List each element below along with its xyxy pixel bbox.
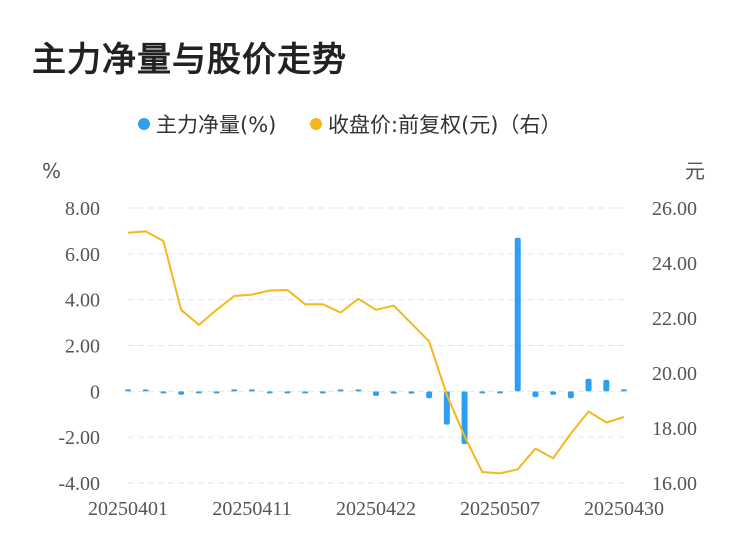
left-tick-label: 4.00 <box>65 290 100 312</box>
net-volume-bar <box>497 391 503 394</box>
legend-marker-close-price <box>310 118 322 130</box>
net-volume-bar <box>319 391 326 394</box>
net-volume-bar <box>178 391 185 395</box>
close-price-line-group <box>127 230 625 475</box>
right-tick-label: 24.00 <box>652 253 697 275</box>
right-axis-ticks: 26.00 24.00 22.00 20.00 18.00 16.00 <box>652 198 697 495</box>
net-volume-bar <box>426 391 433 399</box>
net-volume-bar <box>621 389 627 392</box>
net-volume-bar <box>125 389 131 392</box>
left-tick-label: 8.00 <box>65 198 100 220</box>
net-volume-bar <box>567 391 574 399</box>
net-volume-bar <box>142 389 149 392</box>
net-volume-bar <box>585 378 592 392</box>
net-volume-bar <box>514 237 521 392</box>
x-tick-label: 20250422 <box>336 498 416 520</box>
net-volume-bar <box>532 391 539 398</box>
net-volume-bar <box>160 391 167 394</box>
net-volume-bar <box>337 389 344 392</box>
x-tick-label: 20250507 <box>460 498 540 520</box>
x-tick-label: 20250411 <box>212 498 291 520</box>
x-tick-label: 20250430 <box>584 498 664 520</box>
right-axis-unit: 元 <box>685 159 705 183</box>
net-volume-bar <box>249 389 255 392</box>
right-tick-label: 20.00 <box>652 363 697 385</box>
left-tick-label: -2.00 <box>58 427 100 449</box>
x-axis-ticks: 20250401 20250411 20250422 20250507 20250430 <box>88 498 664 520</box>
net-volume-bar <box>479 391 486 394</box>
legend-label-close-price: 收盘价:前复权(元)（右） <box>328 113 561 137</box>
net-volume-bar <box>355 389 362 392</box>
x-tick-label: 20250401 <box>88 498 168 520</box>
net-volume-bar <box>266 391 273 394</box>
left-tick-label: 6.00 <box>65 244 100 266</box>
right-tick-label: 16.00 <box>652 473 697 495</box>
left-axis-unit: % <box>42 159 61 183</box>
net-volume-bar <box>373 391 379 396</box>
right-tick-label: 22.00 <box>652 308 697 330</box>
right-tick-label: 26.00 <box>652 198 697 220</box>
left-tick-label: -4.00 <box>58 473 100 495</box>
net-volume-bars <box>125 237 627 445</box>
net-volume-bar <box>284 391 291 394</box>
net-volume-bar <box>195 391 202 394</box>
net-volume-bar <box>231 389 238 392</box>
gridlines <box>128 207 624 484</box>
legend-marker-net-volume <box>138 118 150 130</box>
net-volume-bar <box>213 391 220 394</box>
legend: 主力净量(%) 收盘价:前复权(元)（右） <box>138 113 561 137</box>
net-volume-bar <box>550 391 557 395</box>
left-tick-label: 2.00 <box>65 336 100 358</box>
right-tick-label: 18.00 <box>652 418 697 440</box>
chart-title: 主力净量与股价走势 <box>32 40 347 80</box>
net-volume-bar <box>302 391 309 394</box>
legend-label-net-volume: 主力净量(%) <box>156 113 276 137</box>
net-volume-bar <box>603 379 610 392</box>
net-volume-bar <box>390 391 397 394</box>
left-tick-label: 0 <box>90 381 100 403</box>
left-axis-ticks: 8.00 6.00 4.00 2.00 0 -2.00 -4.00 <box>58 198 100 495</box>
close-price-line <box>127 230 625 475</box>
net-volume-bar <box>408 391 415 394</box>
